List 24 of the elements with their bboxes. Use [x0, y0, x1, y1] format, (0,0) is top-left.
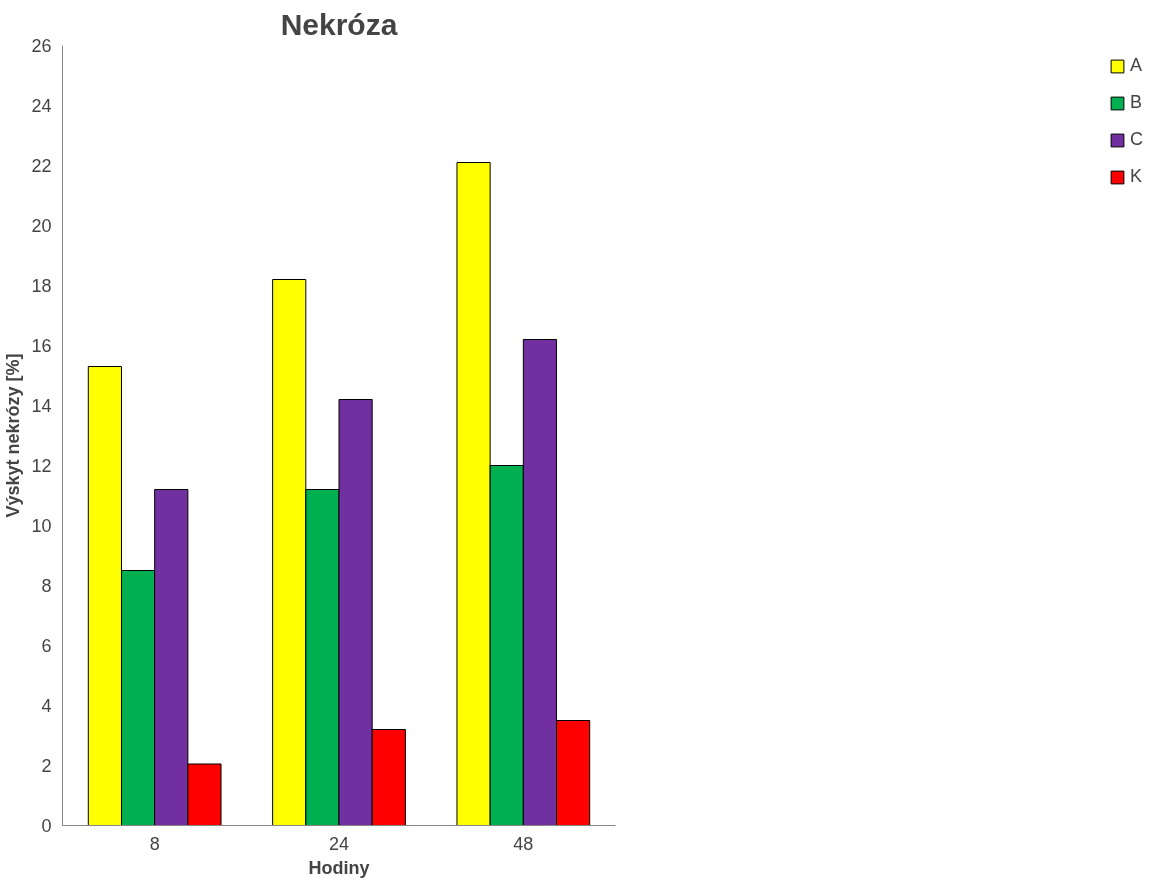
x-tick-label: 24 [328, 833, 350, 854]
y-tick-label: 6 [41, 636, 52, 656]
y-tick-label: 16 [31, 336, 52, 356]
y-tick-label: 10 [31, 516, 52, 536]
y-tick-label: 4 [41, 696, 52, 716]
y-tick-label: 12 [31, 456, 52, 476]
y-tick-label: 14 [31, 396, 52, 416]
y-tick-label: 18 [31, 276, 52, 296]
y-axis-title: Výskyt nekrózy [%] [3, 353, 24, 518]
y-tick-label: 8 [41, 576, 52, 596]
legend-label: K [1130, 166, 1143, 187]
x-tick-label: 8 [149, 833, 160, 854]
x-tick-label: 48 [513, 833, 534, 854]
x-axis-title: Hodiny [308, 857, 370, 878]
chart-title: Nekróza [280, 7, 398, 41]
y-tick-label: 22 [31, 156, 52, 176]
y-tick-label: 24 [31, 96, 52, 116]
y-tick-label: 0 [41, 816, 52, 836]
legend-label: C [1130, 129, 1144, 150]
y-tick-label: 20 [31, 216, 52, 236]
legend-label: B [1130, 92, 1143, 113]
y-tick-label: 26 [31, 36, 52, 56]
y-tick-label: 2 [41, 756, 52, 776]
legend-label: A [1130, 55, 1143, 76]
